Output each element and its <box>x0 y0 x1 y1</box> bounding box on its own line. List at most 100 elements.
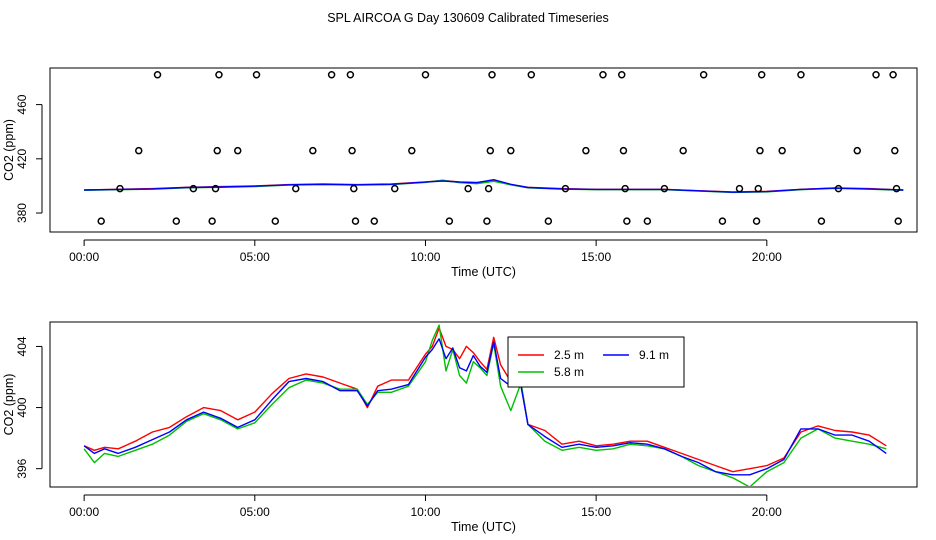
series-line-9-1-m <box>83 338 887 476</box>
bottom-y-axis: 396 400 404 CO2 (ppm) <box>2 336 43 479</box>
top-x-axis: 00:00 05:00 10:00 15:00 20:00 Time (UTC) <box>69 239 782 279</box>
legend-box <box>507 336 685 388</box>
series-line-5-8-m <box>83 324 887 486</box>
top-y-axis-label: CO2 (ppm) <box>2 119 16 181</box>
bottom-x-tick-label: 00:00 <box>69 505 99 519</box>
bottom-x-tick-label: 10:00 <box>410 505 440 519</box>
reference-point <box>484 184 493 193</box>
reference-point <box>872 71 880 79</box>
reference-point <box>488 71 496 79</box>
top-x-tick-label: 05:00 <box>240 250 270 264</box>
reference-point <box>408 146 416 155</box>
bottom-line-panel: 00:00 05:00 10:00 15:00 20:00 Time (UTC) 396 40… <box>2 321 918 534</box>
reference-point <box>623 217 631 225</box>
reference-point <box>561 184 570 193</box>
reference-point <box>391 184 399 193</box>
reference-point <box>346 71 355 79</box>
bottom-y-tick-label: 400 <box>15 397 29 417</box>
legend: 2.5 m 5.8 m 9.1 m <box>507 336 685 388</box>
reference-point <box>679 146 687 155</box>
reference-point <box>718 217 727 225</box>
reference-point <box>348 146 356 155</box>
top-x-tick-label: 15:00 <box>581 250 611 264</box>
top-y-tick-label: 460 <box>15 94 29 114</box>
reference-point <box>421 71 430 79</box>
reference-point <box>116 184 124 193</box>
top-x-tick-label: 00:00 <box>69 250 99 264</box>
reference-point <box>582 146 590 155</box>
reference-point <box>699 71 708 79</box>
reference-point <box>617 71 626 79</box>
reference-point <box>834 184 843 193</box>
reference-point <box>215 71 223 79</box>
top-y-tick-label: 380 <box>15 203 29 223</box>
top-plot-area <box>84 71 904 225</box>
bottom-x-tick-label: 20:00 <box>752 505 782 519</box>
reference-point <box>894 217 902 225</box>
reference-point <box>754 184 763 193</box>
bottom-y-tick-label: 396 <box>15 458 29 478</box>
reference-point <box>817 217 826 225</box>
top-scatter-panel: 00:00 05:00 10:00 15:00 20:00 Time (UTC) 380 42… <box>2 67 918 279</box>
reference-point <box>483 217 491 225</box>
bottom-y-axis-label: CO2 (ppm) <box>2 374 16 436</box>
top-x-tick-label: 10:00 <box>410 250 440 264</box>
reference-point <box>735 184 744 193</box>
reference-point <box>97 217 105 225</box>
top-y-axis: 380 420 460 CO2 (ppm) <box>2 94 43 223</box>
top-y-tick-label: 420 <box>15 148 29 168</box>
bottom-x-tick-label: 15:00 <box>581 505 611 519</box>
top-x-tick-label: 20:00 <box>752 250 782 264</box>
reference-point <box>351 217 360 225</box>
reference-point <box>292 184 300 193</box>
reference-point <box>756 146 764 155</box>
figure-title: SPL AIRCOA G Day 130609 Calibrated Times… <box>327 11 609 25</box>
bottom-x-tick-label: 05:00 <box>240 505 270 519</box>
series-line-2-5-m <box>83 327 887 473</box>
reference-point <box>445 217 454 225</box>
reference-point <box>544 217 553 225</box>
reference-point <box>350 184 358 193</box>
reference-point <box>252 71 261 79</box>
series-line-9-1-m <box>84 178 904 193</box>
reference-point <box>213 146 222 155</box>
reference-point <box>643 217 652 225</box>
top-x-axis-label: Time (UTC) <box>451 265 516 279</box>
bottom-x-axis-label: Time (UTC) <box>451 520 516 534</box>
reference-point <box>853 146 862 155</box>
legend-label-5-8-m: 5.8 m <box>554 365 584 379</box>
reference-point <box>619 146 628 155</box>
reference-point <box>233 146 242 155</box>
reference-point <box>486 146 495 155</box>
reference-point <box>370 217 379 225</box>
bottom-y-tick-label: 404 <box>15 336 29 356</box>
reference-point <box>189 184 198 193</box>
bottom-plot-frame <box>49 321 918 488</box>
reference-point <box>891 146 899 155</box>
reference-point <box>309 146 317 155</box>
legend-label-9-1-m: 9.1 m <box>639 348 669 362</box>
reference-point <box>134 146 143 155</box>
reference-point <box>660 184 669 193</box>
reference-point <box>208 217 216 225</box>
reference-point <box>153 71 162 79</box>
reference-point <box>211 184 220 193</box>
reference-point <box>621 184 629 193</box>
reference-point <box>752 217 761 225</box>
reference-point <box>778 146 786 155</box>
legend-label-2-5-m: 2.5 m <box>554 348 584 362</box>
reference-point <box>271 217 280 225</box>
reference-point <box>327 71 336 79</box>
top-plot-frame <box>49 67 918 233</box>
reference-point <box>464 184 472 193</box>
reference-point <box>889 71 897 79</box>
reference-point <box>892 184 901 193</box>
reference-point <box>757 71 766 79</box>
bottom-x-axis: 00:00 05:00 10:00 15:00 20:00 Time (UTC) <box>69 494 782 534</box>
reference-point <box>797 71 805 79</box>
reference-point <box>507 146 515 155</box>
reference-point <box>599 71 607 79</box>
bottom-plot-area <box>83 324 887 486</box>
reference-point <box>527 71 536 79</box>
